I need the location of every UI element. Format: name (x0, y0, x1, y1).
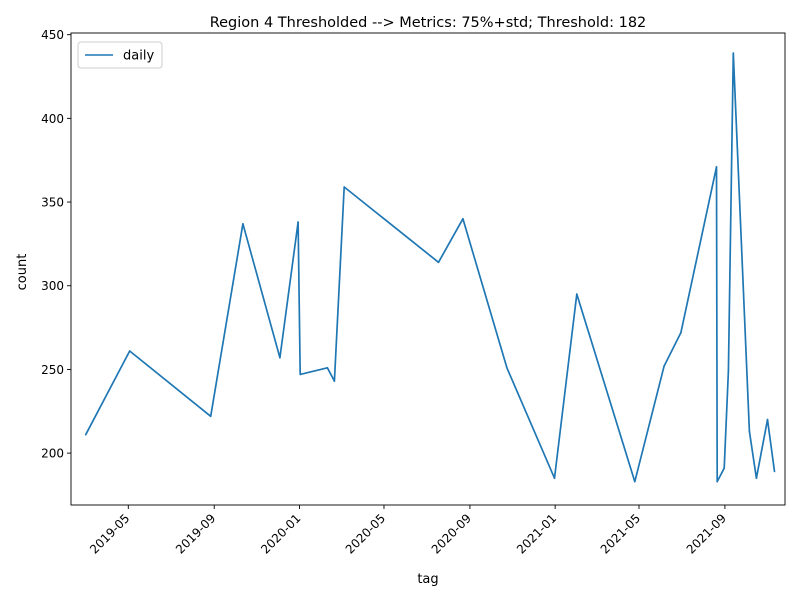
data-point (680, 331, 682, 334)
data-point (732, 52, 735, 54)
y-tick-label: 250 (41, 363, 64, 377)
x-tick-label: 2020-05 (343, 511, 388, 556)
data-point (299, 373, 302, 376)
series-layer (84, 52, 776, 483)
data-point (748, 430, 751, 433)
x-tick-label: 2021-01 (514, 511, 559, 556)
data-point (279, 356, 281, 359)
data-point (716, 480, 718, 483)
y-tick-label: 200 (41, 447, 64, 461)
data-point (723, 467, 725, 470)
y-tick-label: 400 (41, 112, 64, 126)
legend: daily (77, 41, 163, 69)
data-point (462, 218, 464, 220)
data-point (506, 367, 508, 369)
data-point (437, 261, 440, 264)
data-point (333, 380, 336, 382)
data-point (755, 477, 758, 480)
data-point (576, 293, 578, 295)
data-point (128, 350, 131, 352)
data-point (84, 433, 87, 436)
y-tick-label: 350 (41, 196, 64, 210)
x-tick-label: 2019-09 (173, 511, 218, 556)
x-tick-label: 2021-05 (598, 511, 643, 556)
legend-box (77, 41, 163, 69)
data-point (553, 477, 556, 480)
x-tick-label: 2020-01 (258, 511, 303, 556)
data-point (715, 166, 718, 168)
x-tick-label: 2020-09 (429, 511, 474, 556)
y-tick-label: 300 (41, 279, 64, 293)
y-tick-label: 450 (41, 28, 64, 42)
data-point (343, 186, 346, 188)
series-line-daily (84, 52, 776, 483)
data-point (773, 470, 776, 473)
data-point (663, 365, 665, 367)
x-tick-label: 2019-05 (87, 511, 132, 556)
data-point (766, 418, 769, 421)
data-point (242, 223, 244, 225)
data-point (727, 370, 730, 372)
axes-frame (70, 32, 786, 506)
x-axis-label: tag (417, 572, 438, 587)
data-point (297, 221, 299, 223)
data-point (326, 367, 329, 369)
x-axis: 2019-05 2019-09 2020-01 2020-05 2020-09 2021-… (87, 505, 729, 557)
y-axis-label: count (15, 254, 30, 291)
legend-label: daily (123, 49, 154, 64)
data-point (634, 480, 636, 483)
y-axis: 200 250 300 350 400 450 (41, 28, 71, 461)
chart-title: Region 4 Thresholded --> Metrics: 75%+st… (210, 15, 647, 31)
data-point (209, 415, 212, 418)
plot-area (70, 32, 786, 506)
x-tick-label: 2021-09 (684, 511, 729, 556)
